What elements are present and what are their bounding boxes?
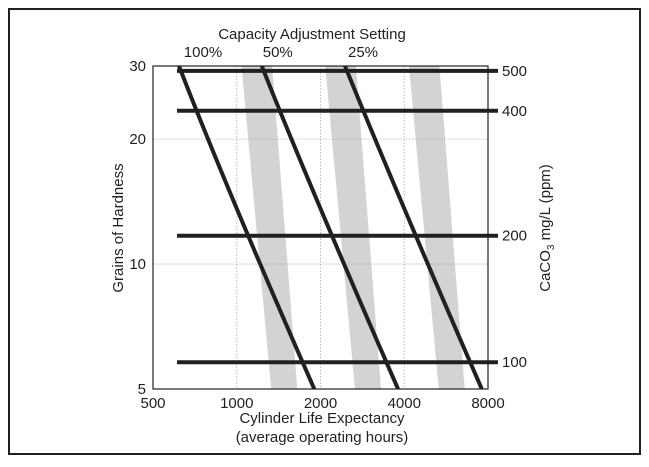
ppm-label-200: 200 [502,228,527,245]
ppm-lines: 500 400 200 100 [177,63,527,371]
x-tick-2000: 2000 [304,395,337,412]
setting-label-50%: 50% [263,44,293,61]
x-axis-label: Cylinder Life Expectancy [239,410,405,427]
y-tick-30: 30 [129,58,146,75]
chart-title: Capacity Adjustment Setting [218,26,406,43]
plot-frame [152,65,489,390]
x-tick-1000: 1000 [220,395,253,412]
x-tick-500: 500 [140,395,165,412]
curve-25% [343,66,484,389]
right-label-base: CaCO [537,250,554,292]
x-tick-4000: 4000 [388,395,421,412]
ppm-label-100: 100 [502,354,527,371]
series-curves [176,66,484,389]
outer-frame [8,8,641,455]
curve-100% [176,66,317,389]
y-axis-label: Grains of Hardness [110,163,127,292]
y-tick-20: 20 [129,131,146,148]
band-50% [325,66,382,389]
setting-label-100%: 100% [184,44,222,61]
y-tick-5: 5 [138,381,146,398]
y-axis-right-label: CaCO3 mg/L (ppm) [537,164,557,292]
x-tick-8000: 8000 [471,395,504,412]
y-tick-10: 10 [129,256,146,273]
band-25% [408,66,465,389]
grid [153,66,488,389]
x-axis-sublabel: (average operating hours) [236,429,409,446]
confidence-bands [241,66,465,389]
right-label-subscript: 3 [546,244,557,250]
tick-labels: 500 1000 2000 4000 8000 5 10 20 30 [129,58,504,412]
setting-label-25%: 25% [348,44,378,61]
band-100% [241,66,298,389]
ppm-label-500: 500 [502,63,527,80]
right-label-rest: mg/L (ppm) [537,164,554,244]
setting-labels: 100% 50% 25% [184,44,378,61]
ppm-label-400: 400 [502,103,527,120]
curve-50% [259,66,400,389]
